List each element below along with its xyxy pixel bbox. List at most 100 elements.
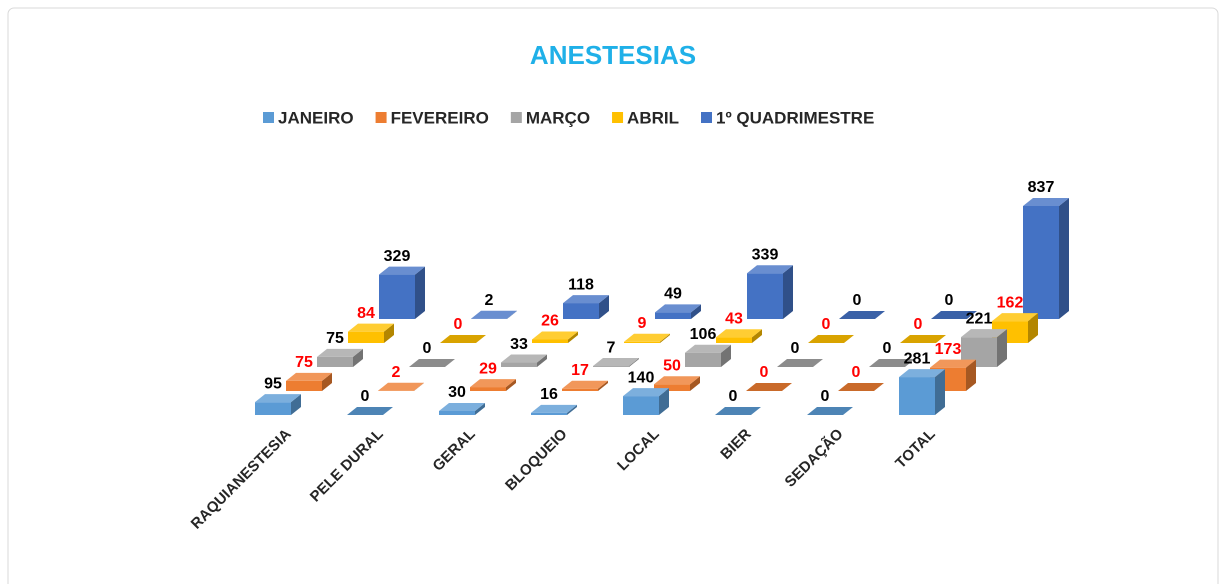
data-label: 0 — [914, 316, 923, 333]
bar-side — [507, 310, 517, 319]
bar — [531, 404, 577, 415]
bar-front — [899, 377, 935, 415]
bar — [808, 335, 854, 343]
bar-side — [414, 382, 424, 391]
bar-side — [966, 359, 976, 391]
data-label: 26 — [541, 313, 559, 330]
bar-top — [747, 265, 793, 274]
bar-top — [685, 344, 731, 353]
legend-label: 1º QUADRIMESTRE — [716, 108, 874, 127]
data-label: 95 — [264, 375, 282, 392]
bar — [624, 333, 670, 343]
bar-front — [255, 402, 291, 415]
bar — [899, 369, 945, 415]
data-label: 0 — [454, 316, 463, 333]
legend-swatch — [701, 112, 712, 123]
bar-top — [593, 358, 639, 367]
chart-title: ANESTESIAS — [530, 40, 696, 70]
bar-side — [291, 394, 301, 415]
bar-front — [563, 303, 599, 319]
legend-swatch — [263, 112, 274, 123]
chart-frame — [7, 7, 1219, 584]
data-label: 7 — [607, 339, 616, 356]
bar-top — [439, 402, 485, 411]
bar-top — [869, 359, 915, 367]
data-label: 2 — [392, 364, 401, 381]
bar — [409, 359, 455, 367]
data-label: 0 — [852, 364, 861, 381]
bar-front — [532, 339, 568, 343]
data-label: 0 — [945, 292, 954, 309]
legend-label: MARÇO — [526, 108, 590, 127]
bar — [562, 380, 608, 391]
bar-side — [752, 329, 762, 343]
bar-top — [532, 331, 578, 340]
bar-top — [409, 359, 455, 367]
bar-front — [716, 337, 752, 343]
bar-top — [716, 329, 762, 338]
bar-front — [623, 396, 659, 415]
data-label: 0 — [423, 340, 432, 357]
bar — [869, 359, 915, 367]
bar-top — [808, 335, 854, 343]
bar — [317, 348, 363, 367]
data-label: 75 — [295, 354, 313, 371]
bar-top — [992, 313, 1038, 322]
data-label: 50 — [663, 357, 681, 374]
bar-front — [470, 387, 506, 391]
data-label: 339 — [752, 246, 779, 263]
bar-front — [624, 341, 660, 343]
bar-top — [931, 311, 977, 319]
bar-side — [691, 304, 701, 319]
bar-side — [568, 331, 578, 343]
bar-top — [348, 323, 394, 332]
bar-side — [660, 333, 670, 343]
bar — [654, 376, 700, 391]
bar-top — [961, 329, 1007, 338]
bar-top — [347, 407, 393, 415]
bar-front — [286, 380, 322, 391]
data-label: 118 — [568, 276, 594, 293]
bar-top — [471, 310, 517, 319]
bar-side — [353, 348, 363, 367]
data-label: 49 — [664, 286, 682, 303]
legend-swatch — [510, 112, 522, 123]
bar-front — [593, 366, 629, 367]
bar-top — [930, 359, 976, 368]
bar-front — [379, 274, 415, 319]
bar-top — [378, 382, 424, 391]
bar-front — [317, 356, 353, 367]
bar-side — [783, 265, 793, 319]
data-label: 2 — [485, 292, 494, 309]
bar-top — [777, 359, 823, 367]
bar-front — [685, 352, 721, 367]
bar-side — [599, 295, 609, 319]
bar-top — [899, 369, 945, 378]
bar — [716, 329, 762, 343]
bar-top — [715, 407, 761, 415]
bar-side — [935, 369, 945, 415]
bar — [440, 335, 486, 343]
bar — [286, 372, 332, 391]
bar-top — [562, 380, 608, 389]
bar-side — [997, 329, 1007, 367]
bar-side — [475, 402, 485, 415]
bar — [655, 304, 701, 319]
bar-top — [624, 333, 670, 342]
data-label: 29 — [479, 360, 497, 377]
bar-side — [598, 380, 608, 391]
data-label: 162 — [997, 294, 1024, 311]
data-label: 0 — [821, 388, 830, 405]
bar — [623, 388, 669, 415]
data-label: 33 — [510, 336, 528, 353]
bar — [378, 382, 424, 391]
data-label: 0 — [760, 364, 769, 381]
data-label: 75 — [326, 330, 344, 347]
bar-side — [322, 372, 332, 391]
legend-swatch — [612, 112, 624, 123]
data-label: 0 — [791, 340, 800, 357]
data-label: 30 — [448, 384, 466, 401]
bar-top — [655, 304, 701, 313]
data-label: 17 — [571, 362, 589, 379]
